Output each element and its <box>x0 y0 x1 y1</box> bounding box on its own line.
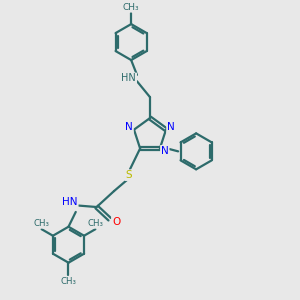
Text: O: O <box>112 217 120 226</box>
Text: N: N <box>125 122 133 132</box>
Text: N: N <box>167 122 175 132</box>
Text: HN: HN <box>62 197 78 207</box>
Text: CH₃: CH₃ <box>123 3 140 12</box>
Text: S: S <box>125 170 132 180</box>
Text: HN: HN <box>122 73 136 83</box>
Text: CH₃: CH₃ <box>87 219 104 228</box>
Text: N: N <box>161 146 169 156</box>
Text: CH₃: CH₃ <box>61 277 76 286</box>
Text: CH₃: CH₃ <box>34 219 50 228</box>
